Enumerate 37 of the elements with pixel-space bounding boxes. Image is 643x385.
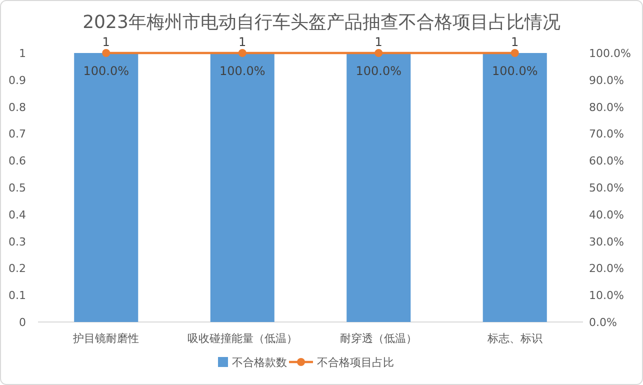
y2-tick-label: 40.0%: [589, 208, 624, 222]
y-tick-label: 0.4: [8, 208, 26, 222]
data-label: 100.0%: [219, 64, 266, 78]
data-label: 1: [102, 35, 110, 49]
x-tick-label: 耐穿透（低温）: [340, 332, 418, 345]
y-tick-label: 0.8: [8, 100, 26, 114]
y-tick-label: 0.6: [8, 154, 26, 168]
y-tick-label: 0.5: [8, 182, 26, 194]
y2-tick-label: 20.0%: [589, 262, 624, 276]
y-tick-label: 0.3: [8, 235, 26, 248]
y2-tick-label: 10.0%: [589, 289, 624, 302]
y2-tick-label: 90.0%: [589, 74, 624, 87]
data-label: 1: [238, 35, 246, 49]
x-tick-label: 护目镜耐磨性: [72, 332, 140, 345]
chart-title: 2023年梅州市电动自行车头盔产品抽查不合格项目占比情况: [82, 12, 560, 33]
y-tick-label: 0.2: [8, 262, 26, 276]
y2-tick-label: 0.0%: [589, 316, 617, 329]
x-tick-label: 标志、标识: [486, 332, 542, 345]
y-tick-label: 0.9: [8, 74, 26, 87]
legend-label: 不合格项目占比: [317, 356, 394, 369]
x-tick-label: 吸收碰撞能量（低温）: [187, 332, 298, 345]
y-tick-label: 1: [19, 47, 26, 60]
y2-tick-label: 30.0%: [589, 235, 624, 248]
y-tick-label: 0.7: [8, 128, 26, 141]
y2-tick-label: 70.0%: [589, 128, 624, 141]
y2-tick-label: 100.0%: [589, 47, 631, 60]
data-label: 1: [374, 35, 382, 49]
y2-tick-label: 60.0%: [589, 154, 624, 168]
data-label: 100.0%: [492, 64, 538, 78]
y2-tick-label: 50.0%: [589, 182, 624, 194]
y2-tick-label: 80.0%: [589, 100, 624, 114]
y-tick-label: 0.1: [8, 289, 26, 302]
data-label: 100.0%: [83, 64, 130, 78]
data-label: 1: [511, 35, 519, 49]
data-label: 100.0%: [356, 64, 402, 78]
y-tick-label: 0: [19, 316, 26, 329]
legend-label: 不合格款数: [232, 356, 287, 369]
